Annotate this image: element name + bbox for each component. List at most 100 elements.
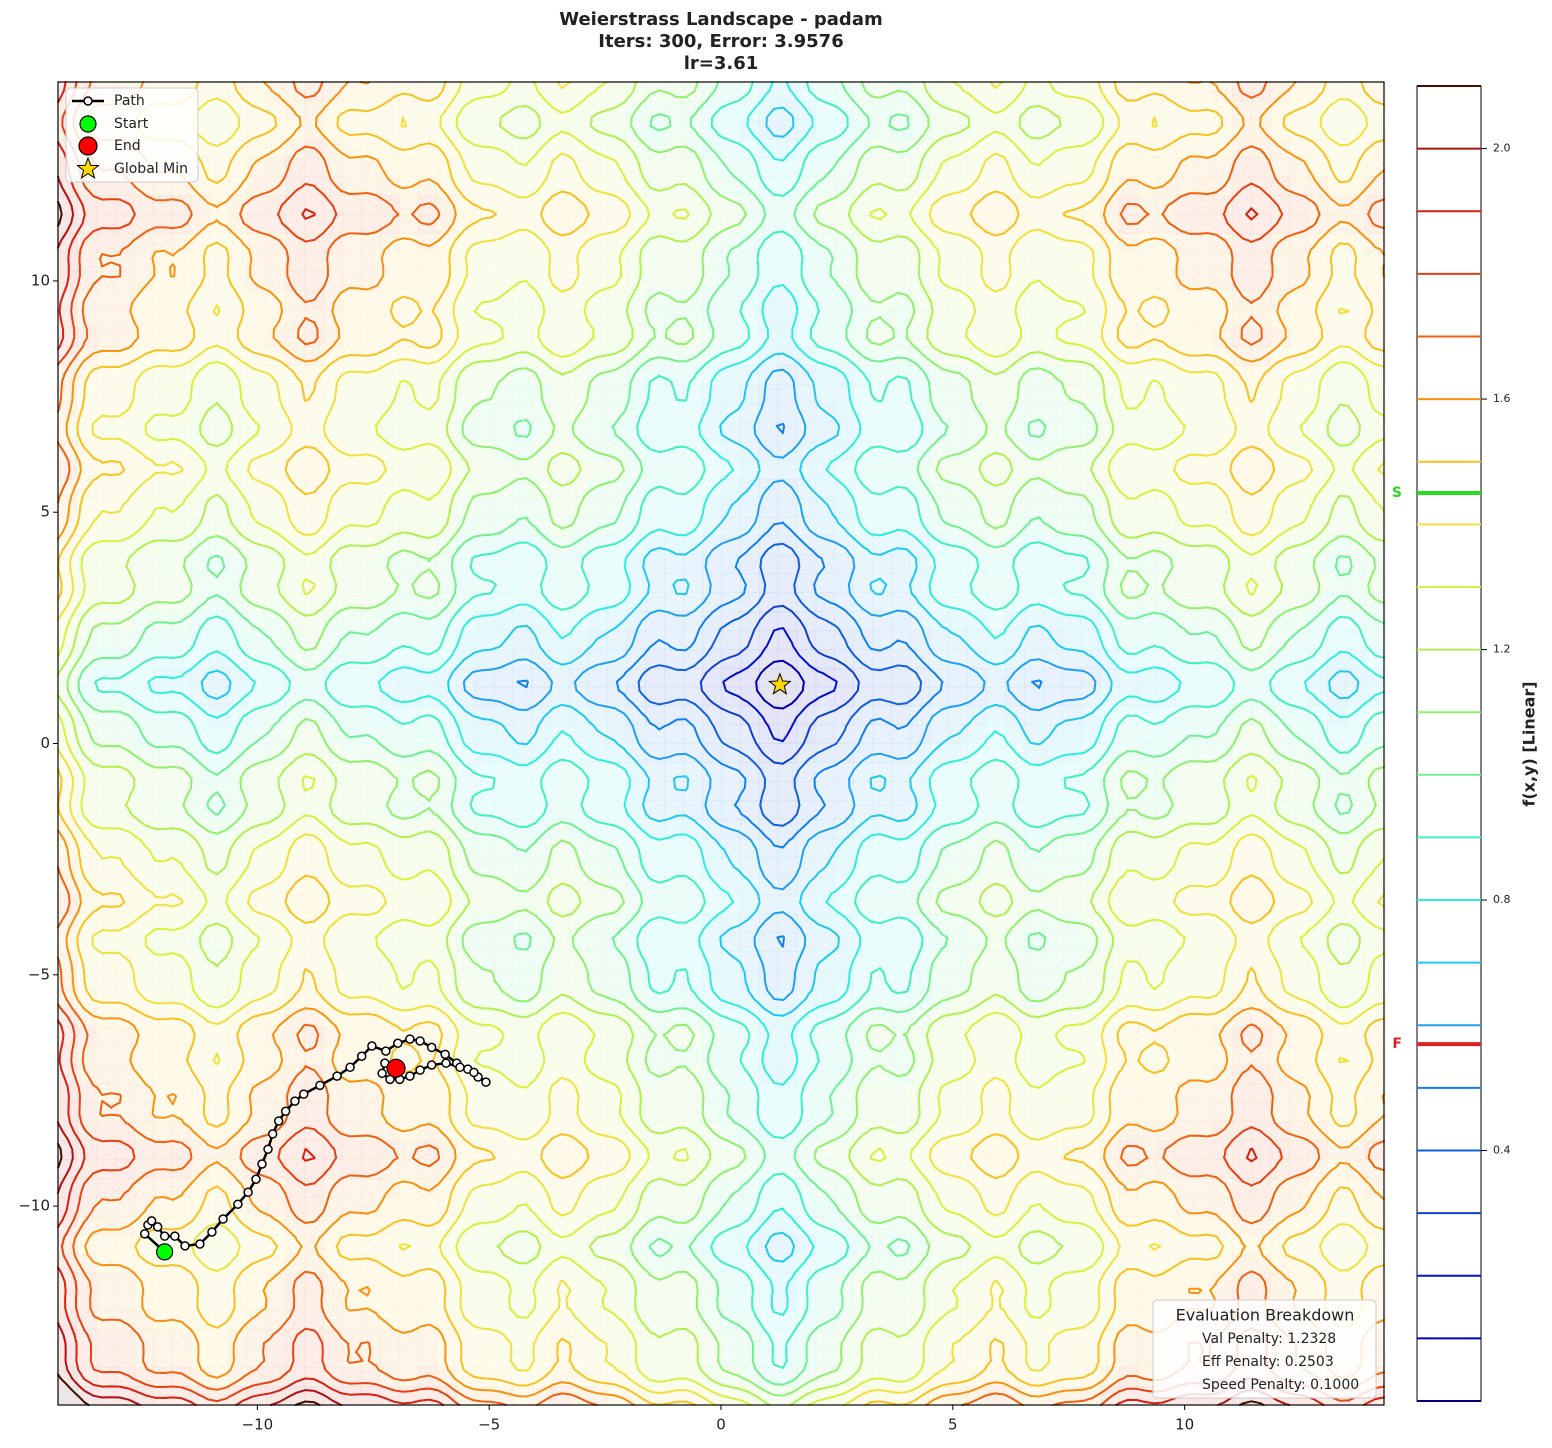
field-cell [191, 290, 210, 309]
field-cell [910, 384, 929, 403]
field-cell [873, 895, 892, 914]
field-cell [1138, 309, 1157, 328]
field-cell [1119, 479, 1138, 498]
field-cell [683, 970, 702, 989]
field-cell [323, 177, 342, 196]
field-cell [134, 706, 153, 725]
field-cell [986, 725, 1005, 744]
field-cell [304, 630, 323, 649]
field-cell [1081, 498, 1100, 517]
field-cell [1119, 592, 1138, 611]
field-cell [1119, 328, 1138, 347]
field-cell [210, 933, 229, 952]
field-cell [247, 366, 266, 385]
field-cell [1138, 214, 1157, 233]
field-cell [285, 933, 304, 952]
field-cell [569, 177, 588, 196]
field-cell [1214, 422, 1233, 441]
field-cell [228, 309, 247, 328]
field-cell [873, 252, 892, 271]
field-cell [513, 290, 532, 309]
field-cell [456, 970, 475, 989]
field-cell [1119, 403, 1138, 422]
field-cell [759, 517, 778, 536]
field-cell [645, 876, 664, 895]
field-cell [228, 744, 247, 763]
field-cell [1100, 781, 1119, 800]
field-cell [683, 517, 702, 536]
field-cell [1081, 177, 1100, 196]
field-cell [948, 800, 967, 819]
field-cell [285, 479, 304, 498]
field-cell [134, 838, 153, 857]
field-cell [1214, 687, 1233, 706]
field-cell [607, 252, 626, 271]
field-cell [910, 139, 929, 158]
field-cell [1062, 555, 1081, 574]
field-cell [380, 725, 399, 744]
field-cell [759, 158, 778, 177]
field-cell [986, 214, 1005, 233]
field-cell [1100, 800, 1119, 819]
field-cell [1176, 214, 1195, 233]
field-cell [1081, 252, 1100, 271]
field-cell [683, 460, 702, 479]
field-cell [607, 970, 626, 989]
field-cell [816, 517, 835, 536]
field-cell [1195, 838, 1214, 857]
field-cell [1289, 101, 1308, 120]
field-cell [967, 120, 986, 139]
field-cell [475, 876, 494, 895]
field-cell [910, 536, 929, 555]
field-cell [835, 970, 854, 989]
field-cell [532, 914, 551, 933]
field-cell [910, 800, 929, 819]
field-cell [153, 687, 172, 706]
field-cell [361, 970, 380, 989]
field-cell [1081, 366, 1100, 385]
field-cell [266, 158, 285, 177]
field-cell [210, 630, 229, 649]
field-cell [1195, 479, 1214, 498]
field-cell [418, 120, 437, 139]
field-cell [759, 101, 778, 120]
field-cell [1157, 970, 1176, 989]
field-cell [626, 422, 645, 441]
field-cell [475, 177, 494, 196]
field-cell [342, 989, 361, 1008]
field-cell [266, 725, 285, 744]
field-cell [1270, 838, 1289, 857]
field-cell [664, 252, 683, 271]
field-cell [228, 460, 247, 479]
field-cell [1232, 366, 1251, 385]
field-cell [740, 536, 759, 555]
field-cell [835, 271, 854, 290]
field-cell [513, 857, 532, 876]
field-cell [664, 233, 683, 252]
field-cell [1043, 555, 1062, 574]
field-cell [1327, 611, 1346, 630]
field-cell [664, 895, 683, 914]
field-cell [304, 479, 323, 498]
field-cell [96, 989, 115, 1008]
field-cell [1138, 951, 1157, 970]
field-cell [1062, 158, 1081, 177]
field-cell [96, 630, 115, 649]
field-cell [342, 120, 361, 139]
field-cell [759, 573, 778, 592]
field-cell [342, 895, 361, 914]
field-cell [1005, 498, 1024, 517]
field-cell [1119, 876, 1138, 895]
field-cell [1195, 762, 1214, 781]
field-cell [418, 819, 437, 838]
field-cell [304, 158, 323, 177]
field-cell [645, 498, 664, 517]
field-cell [285, 328, 304, 347]
field-cell [967, 101, 986, 120]
field-cell [645, 252, 664, 271]
field-cell [1327, 290, 1346, 309]
field-cell [418, 271, 437, 290]
field-cell [569, 687, 588, 706]
field-cell [210, 838, 229, 857]
field-cell [513, 479, 532, 498]
